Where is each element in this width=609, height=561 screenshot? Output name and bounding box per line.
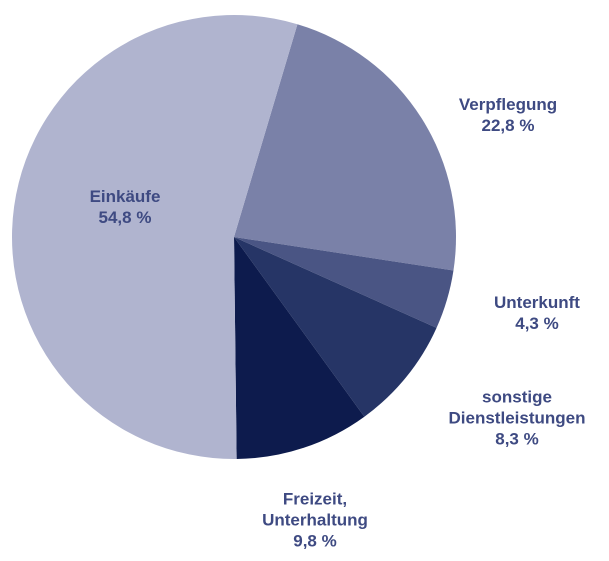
slice-label: Verpflegung 22,8 % <box>459 94 557 136</box>
pie-slice <box>234 237 437 417</box>
slice-label: Freizeit, Unterhaltung 9,8 % <box>262 489 368 552</box>
category-label: Unterkunft <box>494 293 580 312</box>
slice-label: sonstige Dienstleistungen 8,3 % <box>449 387 586 450</box>
category-label: Freizeit, Unterhaltung <box>262 489 368 530</box>
value-label: 8,3 % <box>495 429 539 449</box>
slice-label: Einkäufe 54,8 % <box>90 186 161 228</box>
pie-slice <box>234 237 365 459</box>
pie-slice <box>12 15 298 460</box>
category-label: Verpflegung <box>458 95 558 114</box>
value-label: 4,3 % <box>515 314 559 333</box>
value-label: 9,8 % <box>293 531 337 551</box>
category-label: Einkäufe <box>89 187 161 206</box>
category-label: sonstige Dienstleistungen <box>448 387 586 428</box>
pie-slice <box>234 24 456 271</box>
value-label: 54,8 % <box>98 208 152 227</box>
slice-label: Unterkunft 4,3 % <box>494 292 580 334</box>
value-label: 22,8 % <box>481 116 535 135</box>
pie-slice <box>234 237 454 328</box>
